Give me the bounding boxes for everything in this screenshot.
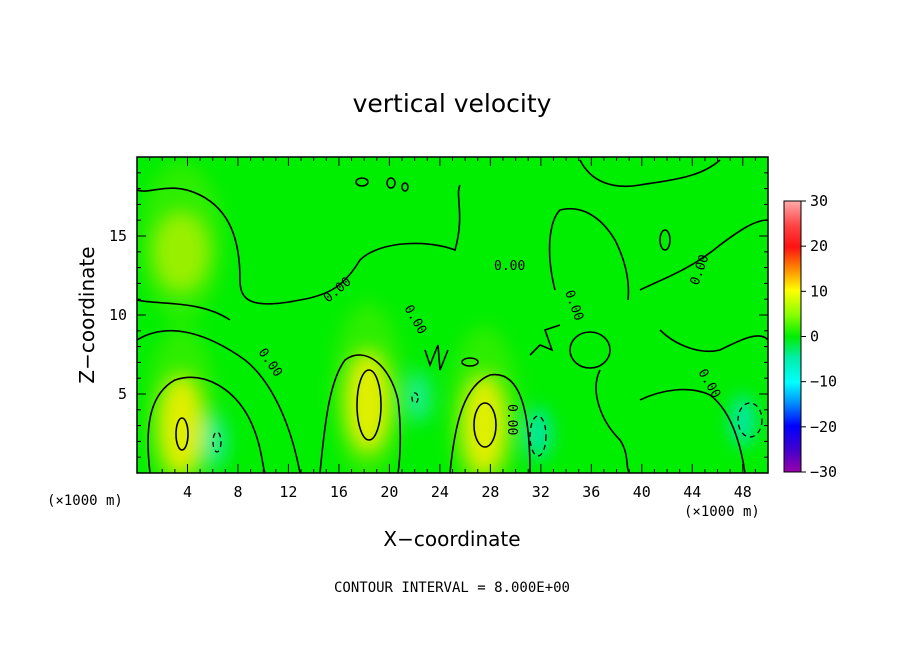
colorbar	[783, 200, 802, 473]
x-tick-label: 20	[380, 483, 398, 501]
colorbar-tick-label: −20	[810, 418, 837, 436]
colorbar-tick-label: 20	[810, 237, 828, 255]
contour-label: 0.00	[494, 259, 525, 274]
x-tick-label: 8	[233, 483, 242, 501]
field-feature	[406, 371, 431, 424]
x-unit-label-right: (×1000 m)	[684, 504, 760, 520]
plot-area: 0.00 0.00 0.00 0.00 0.00 0.00 0.00 0.00	[137, 157, 768, 473]
y-tick-label: 5	[118, 385, 127, 403]
field-feature	[159, 375, 204, 473]
velocity-field	[139, 161, 755, 473]
colorbar-tick-label: −10	[810, 373, 837, 391]
x-tick-label: 36	[582, 483, 600, 501]
field-feature	[345, 351, 390, 452]
x-tick-label: 48	[734, 483, 752, 501]
colorbar-tick-label: −30	[810, 463, 837, 481]
field-feature	[730, 394, 755, 447]
colorbar-tick-label: 10	[810, 282, 828, 300]
contour-lines	[137, 159, 768, 473]
contour-interval-note: CONTOUR INTERVAL = 8.000E+00	[334, 580, 570, 596]
x-tick-label: 44	[683, 483, 701, 501]
chart-title: vertical velocity	[353, 89, 552, 118]
x-tick-label: 16	[330, 483, 348, 501]
y-tick-label: 10	[109, 306, 127, 324]
x-tick-label: 28	[481, 483, 499, 501]
x-tick-label: 32	[532, 483, 550, 501]
x-axis: 4 8 12 16 20 24 28 32 36 40 44 48	[149, 157, 756, 501]
field-feature	[203, 415, 228, 468]
y-tick-label: 15	[109, 227, 127, 245]
colorbar-tick-label: 0	[810, 328, 819, 346]
colorbar-ticks: 30 20 10 0 −10 −20 −30	[801, 192, 837, 481]
negative-contour-lines	[212, 392, 763, 457]
x-tick-label: 4	[183, 483, 192, 501]
x-tick-label: 24	[431, 483, 449, 501]
colorbar-tick-label: 30	[810, 192, 828, 210]
x-tick-label: 12	[279, 483, 297, 501]
x-unit-label: (×1000 m)	[47, 493, 123, 509]
field-feature	[462, 375, 507, 473]
y-axis: 5 10 15	[109, 172, 768, 458]
x-tick-label: 40	[633, 483, 651, 501]
field-feature	[153, 211, 210, 292]
y-axis-label: Z−coordinate	[75, 246, 99, 383]
x-axis-label: X−coordinate	[383, 527, 520, 551]
contour-label: 0.00	[504, 404, 519, 435]
